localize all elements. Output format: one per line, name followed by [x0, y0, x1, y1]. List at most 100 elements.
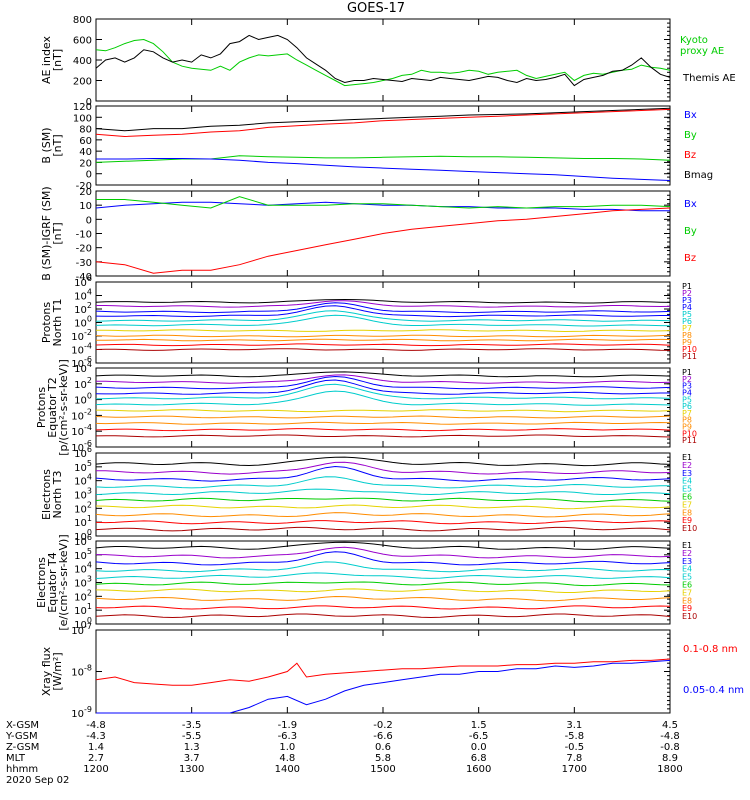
series-line: [96, 158, 671, 181]
series-line: [95, 658, 671, 686]
legend: 0.1-0.8 nm 0.05-0.4 nm: [683, 644, 744, 696]
y-tick-label: 100: [74, 392, 92, 407]
axis-row-label: MLT: [6, 753, 26, 764]
y-axis-label: B (SM)-IGRF (SM): [40, 186, 53, 280]
y-tick-label: 100: [73, 113, 92, 124]
axis-value: 4.8: [279, 753, 295, 764]
axis-value: 1.4: [88, 742, 104, 753]
series-line-E4: [95, 476, 671, 489]
y-tick-label: 10-9: [71, 705, 92, 720]
legend-item: P2: [682, 375, 692, 384]
y-tick-label: 60: [79, 136, 92, 147]
axis-value: 1700: [562, 764, 587, 775]
legend-item: P5: [682, 395, 692, 404]
series-line-E7: [95, 588, 671, 593]
series-line-P10: [95, 343, 671, 347]
legend-item: Themis AE: [682, 73, 736, 84]
legend-item: P2: [682, 289, 692, 298]
y-tick-label: 106: [74, 274, 92, 289]
series-line-E1: [95, 541, 671, 550]
series-line: [96, 196, 671, 209]
axis-row-label: Y-GSM: [5, 731, 38, 742]
legend-item: P3: [682, 296, 692, 305]
axis-value: 0.0: [471, 742, 487, 753]
y-tick-label: 100: [74, 315, 92, 330]
y-axis-label: [nT]: [51, 134, 64, 156]
y-axis-label: B (SM): [40, 127, 53, 163]
y-tick-label: 102: [74, 500, 92, 515]
y-tick-label: 800: [73, 15, 92, 26]
y-tick-label: -20: [76, 181, 92, 192]
y-tick-label: -20: [76, 244, 92, 255]
axis-value: 2.7: [88, 753, 104, 764]
y-tick-label: 102: [74, 376, 92, 391]
legend-item: P9: [682, 423, 692, 432]
series-line-E8: [95, 595, 671, 602]
axis-value: 6.8: [471, 753, 487, 764]
y-tick-label: 10-2: [71, 328, 92, 343]
panel-frame: [95, 629, 671, 714]
legend: Bx By Bz Bmag: [684, 110, 713, 181]
y-tick-label: 40: [79, 147, 92, 158]
series-line: [95, 38, 671, 87]
legend-item: Kyoto: [680, 35, 708, 46]
legend-item: P7: [682, 409, 692, 418]
legend-item: Bmag: [684, 170, 713, 181]
y-axis-label: [nT]: [51, 222, 64, 244]
series-line-P2: [96, 300, 671, 308]
axis-value: -1.9: [278, 720, 298, 731]
axis-value: -6.5: [469, 731, 489, 742]
series-line-P10: [95, 428, 671, 432]
legend-item: P3: [682, 382, 692, 391]
legend-item: P8: [682, 416, 692, 425]
panel-xray: 10-9 10-8 10-7 Xray flux[W/m²] 0.1-0.8 nm 0.0…: [40, 622, 744, 720]
y-tick-label: 600: [73, 36, 92, 47]
y-tick-label: 400: [73, 56, 92, 67]
y-axis-label: Protons: [35, 387, 48, 428]
series-line-P9: [95, 338, 671, 342]
y-tick-label: 20: [79, 187, 92, 198]
legend-item: P1: [682, 368, 692, 377]
legend-item: P8: [682, 331, 692, 340]
axis-value: -0.2: [373, 720, 393, 731]
legend-item: Bz: [684, 253, 696, 264]
axis-value: 8.9: [662, 753, 678, 764]
axis-value: -4.8: [660, 731, 680, 742]
series-line-E2: [96, 546, 671, 559]
y-tick-label: -10: [76, 230, 92, 241]
legend-item: E9: [682, 604, 692, 613]
y-tick-label: 105: [74, 547, 92, 562]
legend-item: E5: [682, 485, 692, 494]
series-line-E8: [95, 512, 671, 518]
series-line-P11: [95, 348, 671, 351]
series-line-E5: [95, 572, 671, 579]
axis-value: 1200: [83, 764, 108, 775]
series-line-P6: [95, 390, 671, 406]
panel-frame: [95, 367, 671, 448]
y-axis-label: Xray flux: [40, 646, 53, 696]
y-tick-label: 101: [74, 514, 92, 529]
axis-value: -6.6: [373, 731, 393, 742]
axis-value: 1300: [179, 764, 204, 775]
y-tick-label: 102: [74, 301, 92, 316]
axis-value: 1400: [275, 764, 300, 775]
y-tick-label: 104: [74, 473, 92, 488]
y-tick-label: 10-4: [71, 342, 92, 357]
series-line-P8: [95, 334, 671, 338]
series-line-P5: [95, 383, 671, 400]
y-tick-label: 10-8: [71, 664, 92, 679]
legend-item: By: [684, 226, 697, 237]
legend-item: By: [684, 130, 697, 141]
series-line-E4: [95, 561, 671, 573]
axis-value: -4.8: [86, 720, 106, 731]
y-tick-label: 100: [74, 616, 92, 631]
legend: Bx By Bz: [684, 199, 697, 264]
axis-value: -0.8: [660, 742, 680, 753]
figure-title: GOES-17: [347, 1, 405, 16]
